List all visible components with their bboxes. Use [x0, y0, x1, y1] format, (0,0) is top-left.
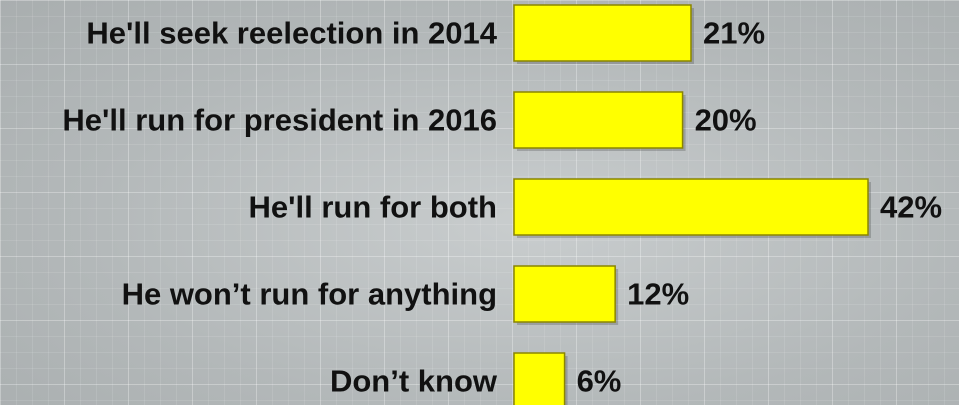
bar — [513, 4, 692, 62]
value-label: 42% — [880, 190, 942, 225]
category-label: He'll run for both — [249, 190, 497, 225]
value-label: 12% — [627, 277, 689, 312]
category-label: He won’t run for anything — [122, 277, 497, 312]
bar — [513, 352, 566, 405]
value-label: 21% — [703, 16, 765, 51]
bar — [513, 91, 684, 149]
category-label: He'll seek reelection in 2014 — [86, 16, 497, 51]
bar — [513, 178, 869, 236]
value-label: 6% — [577, 364, 622, 399]
bar — [513, 265, 616, 323]
category-label: He'll run for president in 2016 — [62, 103, 497, 138]
category-label: Don’t know — [330, 364, 498, 399]
value-label: 20% — [695, 103, 757, 138]
